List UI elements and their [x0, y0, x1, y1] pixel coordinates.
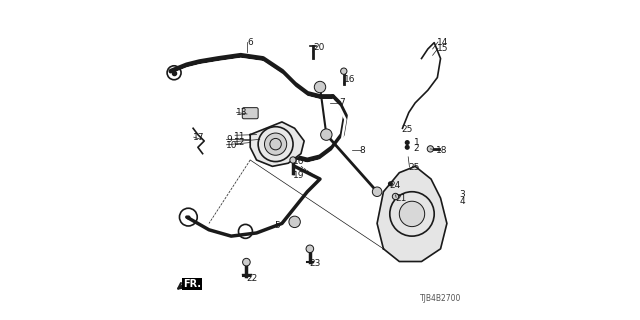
- Text: FR.: FR.: [183, 279, 201, 289]
- Text: 8: 8: [360, 146, 365, 155]
- Text: 2: 2: [413, 144, 419, 153]
- Circle shape: [290, 157, 296, 163]
- Circle shape: [243, 258, 250, 266]
- Circle shape: [428, 146, 433, 152]
- Circle shape: [404, 145, 410, 150]
- Text: 16: 16: [293, 157, 305, 166]
- Text: 22: 22: [246, 275, 258, 284]
- Circle shape: [340, 68, 347, 74]
- Polygon shape: [250, 122, 304, 166]
- Text: 23: 23: [310, 259, 321, 268]
- Circle shape: [392, 193, 399, 200]
- Text: 4: 4: [460, 197, 465, 206]
- Text: 20: 20: [313, 43, 324, 52]
- Text: 5: 5: [274, 220, 280, 229]
- Circle shape: [372, 187, 382, 196]
- Text: 1: 1: [413, 138, 419, 147]
- Circle shape: [321, 130, 331, 140]
- Text: 19: 19: [293, 172, 305, 180]
- Text: 11: 11: [234, 132, 246, 141]
- Text: TJB4B2700: TJB4B2700: [420, 294, 461, 303]
- Text: 16: 16: [344, 75, 355, 84]
- Text: 14: 14: [437, 38, 449, 47]
- Circle shape: [306, 245, 314, 252]
- Text: 9: 9: [227, 135, 232, 144]
- Circle shape: [404, 140, 410, 145]
- Text: 25: 25: [401, 125, 412, 134]
- Circle shape: [399, 201, 425, 227]
- FancyBboxPatch shape: [243, 108, 258, 119]
- Text: 15: 15: [437, 44, 449, 53]
- Text: 18: 18: [436, 146, 447, 155]
- Text: 17: 17: [193, 133, 205, 142]
- Circle shape: [289, 216, 300, 228]
- Text: 24: 24: [390, 181, 401, 190]
- Text: 3: 3: [460, 190, 465, 199]
- Polygon shape: [377, 166, 447, 261]
- Text: 7: 7: [339, 99, 345, 108]
- Circle shape: [321, 129, 332, 140]
- Circle shape: [388, 181, 393, 186]
- Text: 13: 13: [236, 108, 248, 117]
- Text: 21: 21: [396, 194, 407, 203]
- Circle shape: [314, 81, 326, 93]
- Text: 25: 25: [409, 164, 420, 172]
- Text: 6: 6: [247, 38, 253, 47]
- Circle shape: [264, 133, 287, 155]
- Text: 12: 12: [234, 138, 246, 147]
- Text: 10: 10: [227, 141, 238, 150]
